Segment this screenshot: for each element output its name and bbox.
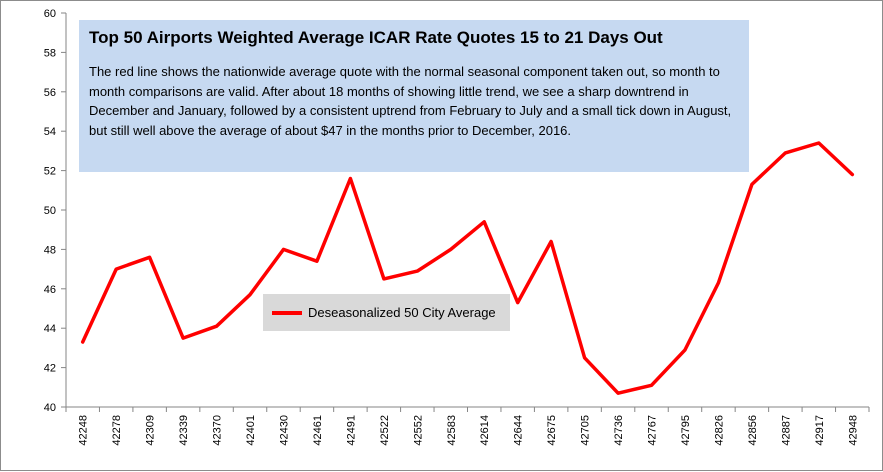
x-tick-label: 42401 xyxy=(245,415,257,446)
x-tick-label: 42583 xyxy=(446,415,458,446)
y-tick-label: 58 xyxy=(44,47,56,59)
legend-label: Deseasonalized 50 City Average xyxy=(308,305,496,320)
y-axis-ticks: 40 42 44 46 48 50 52 54 56 58 60 xyxy=(44,8,66,414)
x-tick-label: 42339 xyxy=(178,415,190,446)
x-tick-label: 42552 xyxy=(412,415,424,446)
x-tick-label: 42856 xyxy=(747,415,759,446)
annotation-text: The red line shows the nationwide averag… xyxy=(89,64,732,138)
y-tick-label: 40 xyxy=(44,402,56,414)
y-tick-label: 48 xyxy=(44,244,56,256)
x-tick-label: 42370 xyxy=(212,415,224,446)
x-tick-label: 42948 xyxy=(847,415,859,446)
annotation-box: Top 50 Airports Weighted Average ICAR Ra… xyxy=(79,20,749,172)
legend-swatch xyxy=(272,310,302,315)
x-tick-label: 42705 xyxy=(580,415,592,446)
y-tick-label: 52 xyxy=(44,166,56,178)
x-tick-label: 42278 xyxy=(111,415,123,446)
x-tick-label: 42309 xyxy=(145,415,157,446)
x-tick-label: 42248 xyxy=(78,415,90,446)
x-tick-label: 42522 xyxy=(379,415,391,446)
y-tick-label: 50 xyxy=(44,205,56,217)
x-tick-label: 42767 xyxy=(647,415,659,446)
x-tick-label: 42614 xyxy=(479,415,491,446)
x-axis-ticks: 42248 42278 42309 42339 42370 42401 42430 42461… xyxy=(65,407,870,446)
x-tick-label: 42887 xyxy=(780,415,792,446)
x-tick-label: 42644 xyxy=(513,415,525,446)
x-tick-label: 42461 xyxy=(312,415,324,446)
y-tick-label: 42 xyxy=(44,363,56,375)
x-tick-label: 42675 xyxy=(546,415,558,446)
x-tick-label: 42736 xyxy=(613,415,625,446)
x-tick-label: 42491 xyxy=(345,415,357,446)
y-tick-label: 56 xyxy=(44,87,56,99)
series-layer xyxy=(80,141,855,395)
y-tick-label: 60 xyxy=(44,8,56,20)
series-line xyxy=(80,141,855,395)
y-tick-label: 44 xyxy=(44,323,56,335)
y-tick-label: 54 xyxy=(44,126,56,138)
x-tick-label: 42917 xyxy=(814,415,826,446)
x-tick-label: 42430 xyxy=(278,415,290,446)
chart-title: Top 50 Airports Weighted Average ICAR Ra… xyxy=(89,28,663,47)
y-tick-label: 46 xyxy=(44,284,56,296)
x-tick-label: 42826 xyxy=(713,415,725,446)
legend: Deseasonalized 50 City Average xyxy=(263,294,510,331)
x-tick-label: 42795 xyxy=(680,415,692,446)
